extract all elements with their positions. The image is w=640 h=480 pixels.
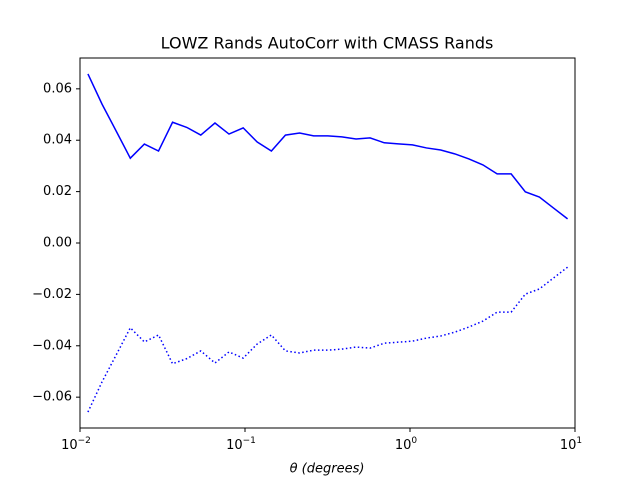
- y-tick-label: −0.06: [32, 390, 72, 405]
- x-tick-exponent: −2: [78, 436, 91, 446]
- x-tick-base: 10: [226, 438, 243, 453]
- x-tick-label: 10−2: [61, 436, 91, 453]
- y-tick-label: −0.04: [32, 338, 72, 353]
- y-tick-label: 0.04: [43, 133, 72, 148]
- x-tick-exponent: −1: [243, 436, 256, 446]
- y-tick-label: −0.02: [32, 287, 72, 302]
- y-tick-label: 0.06: [43, 81, 72, 96]
- x-tick-base: 10: [61, 438, 78, 453]
- plot-frame: [79, 57, 576, 429]
- x-tick-label: 101: [560, 436, 582, 453]
- y-tick-label: 0.02: [43, 184, 72, 199]
- x-tick-exponent: 1: [576, 436, 582, 446]
- x-tick-label: 10−1: [226, 436, 256, 453]
- series-line: [87, 73, 569, 220]
- chart-title: LOWZ Rands AutoCorr with CMASS Rands: [161, 34, 494, 53]
- x-tick-exponent: 0: [411, 436, 417, 446]
- x-tick-base: 10: [395, 438, 412, 453]
- x-tick-base: 10: [560, 438, 577, 453]
- series-line: [87, 266, 569, 413]
- x-tick-label: 100: [395, 436, 418, 453]
- x-axis-label: θ (degrees): [290, 462, 365, 477]
- y-tick-label: 0.00: [43, 236, 72, 251]
